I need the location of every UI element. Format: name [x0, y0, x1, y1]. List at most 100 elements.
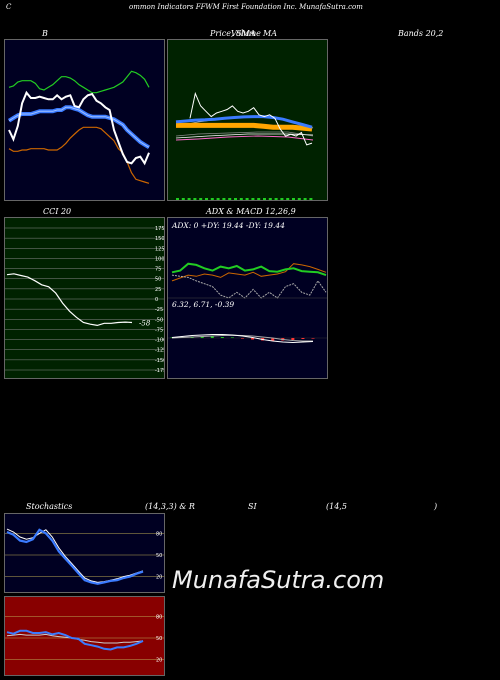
sma-short-line	[175, 115, 313, 129]
stochastics-label: Stochastics	[26, 502, 73, 511]
adx-values-label: ADX: 0 +DY: 19.44 -DY: 19.44	[171, 221, 285, 230]
cci-tick-label: -25	[155, 307, 163, 313]
volume-bar	[297, 198, 301, 200]
stochastics-panel: 80 50 20	[4, 513, 165, 593]
rsi-panel: 80 50 20	[4, 596, 165, 676]
volume-label: Volume	[231, 29, 261, 38]
bollinger-chart	[7, 70, 151, 184]
cci-chart: 175 150 125 100 75 50 25 0 -25 -50 -75 -100 -125 -150…	[5, 226, 165, 374]
volume-bar	[257, 198, 261, 200]
macd-line	[171, 334, 314, 344]
bollinger-panel	[4, 39, 165, 201]
cci-tick-label: 150	[155, 236, 165, 242]
rsi-tick-label: 20	[156, 658, 162, 664]
volume-bar	[245, 198, 249, 200]
bollinger-upper-line	[8, 70, 150, 94]
rsi-tick-label: 50	[156, 636, 162, 642]
volume-bar	[234, 198, 237, 200]
cci-tick-label: -100	[155, 338, 165, 344]
cci-tick-label: 125	[155, 246, 165, 252]
macd-histogram-bar	[271, 338, 275, 341]
watermark: MunafaSutra.com	[172, 566, 385, 594]
bollinger-label-b: B	[42, 29, 48, 38]
adx-plus-dy-line	[171, 262, 327, 277]
volume-bar	[199, 198, 203, 200]
volume-bar	[263, 198, 266, 200]
rsi-line	[6, 629, 144, 651]
volume-bar	[176, 198, 179, 200]
stochastics-tick-labels: 80 50 20	[156, 531, 162, 580]
stochastics-k-line	[6, 528, 144, 585]
volume-bar	[210, 198, 214, 200]
cci-tick-label: -125	[155, 348, 165, 354]
macd-histogram-bar	[251, 338, 255, 340]
bands-label: Bands 20,2	[398, 29, 444, 38]
stoch-tick-label: 20	[156, 575, 162, 581]
volume-bar	[181, 198, 185, 200]
cci-gridlines	[5, 227, 164, 371]
stoch-tick-label: 50	[156, 553, 162, 559]
adx-macd-chart: ADX: 0 +DY: 19.44 -DY: 19.44 6.32, 6.71,…	[168, 221, 327, 344]
cci-last-value: -58	[139, 320, 151, 328]
volume-bar	[309, 198, 313, 200]
stoch-tick-label: 80	[156, 531, 162, 537]
cci-tick-label: 175	[155, 226, 165, 232]
volume-bar	[187, 198, 191, 200]
rsi-tick-label: 80	[156, 614, 162, 620]
volume-bar	[292, 198, 295, 200]
rsi-params-close: )	[434, 502, 438, 511]
bollinger-middle-line	[7, 105, 151, 150]
macd-histogram-bar	[210, 336, 214, 338]
volume-bar	[222, 198, 226, 200]
sma-long-line	[176, 122, 313, 132]
volume-bar	[239, 198, 243, 200]
stochastics-params: (14,3,3) & R	[145, 502, 195, 511]
macd-histogram-bar	[301, 338, 305, 339]
bollinger-lower-line	[8, 126, 150, 184]
volume-bar	[228, 198, 232, 200]
volume-bar	[251, 198, 255, 200]
volume-bar	[193, 198, 197, 200]
bollinger-price-line	[8, 90, 150, 166]
macd-histogram-bar	[220, 337, 224, 338]
price-sma-label: Price, SMA	[210, 29, 256, 38]
volume-bar	[303, 198, 307, 200]
volume-bar	[286, 198, 290, 200]
adx-minus-dy-line	[171, 263, 327, 282]
stochastics-d-line	[6, 528, 144, 583]
stochastics-gridlines	[5, 533, 164, 577]
volume-bar	[205, 198, 208, 200]
volume-bar	[216, 198, 220, 200]
cci-tick-label: -75	[155, 327, 163, 333]
rsi-gridlines	[5, 616, 164, 660]
stochastics-chart: 80 50 20	[5, 528, 164, 585]
cci-tick-label: 50	[155, 277, 161, 283]
macd-histogram-bar	[230, 337, 234, 338]
cci-tick-label: -50	[155, 317, 163, 323]
cci-tick-label: 100	[155, 256, 165, 262]
rsi-chart: 80 50 20	[5, 614, 164, 664]
rsi-tick-labels: 80 50 20	[156, 614, 162, 663]
macd-histogram-bar	[200, 336, 204, 338]
cci-tick-label: -175	[155, 368, 165, 374]
bollinger-middle-core	[8, 106, 150, 148]
cci-tick-labels: 175 150 125 100 75 50 25 0 -25 -50 -75 -100 -125 -150…	[155, 226, 165, 374]
volume-bar	[274, 198, 278, 200]
macd-values-label: 6.32, 6.71, -0.39	[172, 300, 234, 309]
adx-macd-panel: ADX: 0 +DY: 19.44 -DY: 19.44 6.32, 6.71,…	[167, 217, 328, 379]
cci-line	[6, 273, 133, 327]
macd-histogram-bar	[311, 338, 315, 339]
cci-panel: 175 150 125 100 75 50 25 0 -25 -50 -75 -100 -125 -150…	[4, 217, 165, 379]
adx-line	[171, 274, 327, 299]
rsi-label: SI	[248, 502, 257, 511]
adx-macd-label: ADX & MACD 12,26,9	[206, 207, 296, 216]
cci-tick-label: -150	[155, 358, 165, 364]
rsi-params: (14,5	[326, 502, 347, 511]
price-sma-chart	[175, 91, 314, 200]
cci-label: CCI 20	[43, 207, 72, 216]
cci-tick-label: 75	[155, 267, 161, 273]
macd-histogram-bar	[241, 338, 244, 339]
page-title: ommon Indicators FFWM First Foundation I…	[129, 3, 363, 11]
cci-tick-label: 25	[155, 287, 161, 293]
ma-label: MA	[263, 29, 277, 38]
